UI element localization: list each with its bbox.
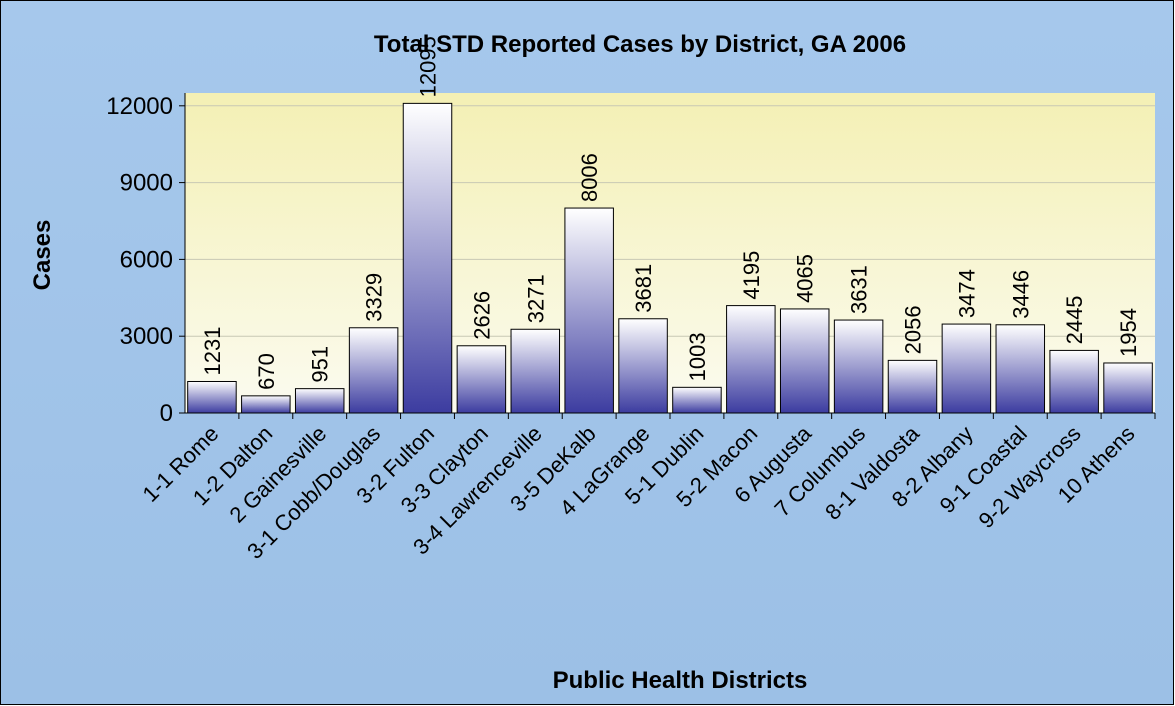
bar [564,207,614,414]
bar [510,328,561,414]
value-label: 3631 [847,265,872,314]
plot-area [185,93,1155,413]
value-label: 4195 [739,251,764,300]
bar [187,380,237,414]
bar [726,305,776,414]
chart-title: Total STD Reported Cases by District, GA… [374,31,906,58]
y-tick-label: 0 [160,400,173,427]
x-axis-label: Public Health Districts [553,667,808,694]
bar [833,319,884,414]
bar [995,324,1046,414]
value-label: 1231 [200,327,225,376]
value-label: 3474 [954,269,979,318]
bar [1103,362,1153,414]
bar [402,102,453,414]
bar [779,308,830,414]
bar [348,327,399,414]
bar [294,388,345,414]
value-label: 3446 [1008,270,1033,319]
y-axis-label: Cases [29,220,56,291]
value-label: 3271 [523,274,548,323]
y-tick-label: 6000 [120,246,173,273]
value-label: 2056 [901,305,926,354]
value-label: 8006 [577,153,602,202]
bar [672,386,722,414]
value-label: 2445 [1062,295,1087,344]
value-label: 2626 [469,291,494,340]
y-tick-label: 3000 [120,323,173,350]
y-tick-label: 9000 [120,170,173,197]
value-label: 951 [308,346,333,383]
bar [241,395,291,414]
bar [456,345,507,414]
bar [1049,349,1099,414]
bar [941,323,992,414]
value-label: 1003 [685,332,710,381]
value-label: 4065 [793,254,818,303]
y-tick-label: 12000 [106,93,173,120]
value-label: 3329 [362,273,387,322]
bar [887,359,938,414]
value-label: 670 [254,353,279,390]
value-label: 12095 [416,36,441,97]
bar [618,318,668,414]
value-label: 1954 [1116,308,1141,357]
value-label: 3681 [631,264,656,313]
